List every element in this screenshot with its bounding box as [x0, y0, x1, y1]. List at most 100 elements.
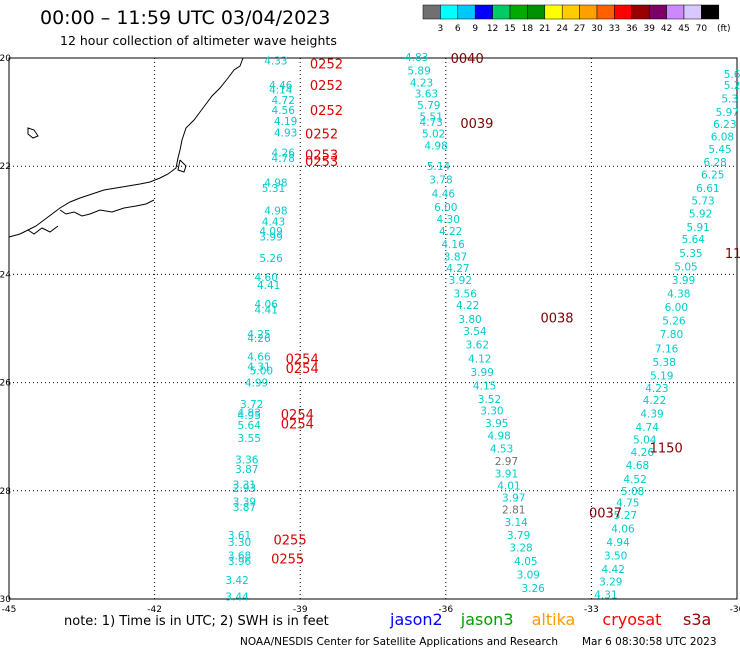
wave-height-data: 4.334.464.144.724.564.194.934.264.784.98… — [225, 52, 740, 603]
pass-time-label: 0252 — [310, 57, 343, 72]
wave-height-value: 4.31 — [594, 590, 617, 602]
pass-time-label: 0254 — [286, 352, 319, 367]
wave-height-value: 4.12 — [468, 353, 491, 365]
pass-time-label: 0039 — [460, 117, 493, 132]
wave-height-value: 4.26 — [272, 148, 296, 160]
wave-height-value: 4.98 — [487, 431, 510, 443]
scale-swatch — [683, 4, 702, 20]
footer-credit: NOAA/NESDIS Center for Satellite Applica… — [240, 636, 558, 648]
wave-height-value: 4.33 — [264, 56, 287, 68]
pass-time-label: 0254 — [281, 418, 314, 433]
wave-height-value: 4.46 — [432, 188, 456, 200]
pass-time-label: 0040 — [451, 52, 484, 67]
wave-height-value: 4.99 — [245, 378, 268, 390]
wave-height-value: 2.93 — [233, 483, 256, 495]
wave-height-value: 4.95 — [238, 410, 261, 422]
wave-height-value: 5.2 — [724, 80, 740, 92]
wave-height-value: 4.38 — [667, 288, 690, 300]
scale-swatch — [422, 4, 441, 20]
wave-height-value: 4.73 — [420, 117, 443, 129]
wave-height-value: 4.52 — [623, 474, 646, 486]
wave-height-value: 5.89 — [407, 65, 430, 77]
scale-swatch — [596, 4, 615, 20]
wave-height-value: 3.30 — [228, 537, 251, 549]
scale-swatch — [457, 4, 476, 20]
wave-height-value: 5.27 — [614, 510, 637, 522]
scale-label: 12 — [487, 24, 498, 34]
wave-height-value: 4.66 — [247, 352, 271, 364]
y-tick-label: -28 — [0, 487, 11, 497]
pass-time-label: 0255 — [274, 533, 307, 548]
pass-time-label: 0038 — [540, 312, 573, 327]
wave-height-value: 5.91 — [686, 222, 709, 234]
wave-height-value: 5.31 — [262, 183, 285, 195]
wave-height-value: 4.06 — [255, 299, 279, 311]
wave-height-value: 4.75 — [616, 498, 639, 510]
wave-height-value: 4.68 — [626, 460, 649, 472]
footer-note: note: 1) Time is in UTC; 2) SWH is in fe… — [64, 614, 329, 629]
scale-swatch — [579, 4, 598, 20]
footer-generated: Mar 6 08:30:58 UTC 2023 — [582, 636, 717, 648]
scale-swatch — [666, 4, 685, 20]
wave-height-value: 6.28 — [703, 157, 726, 169]
scale-swatch — [561, 4, 580, 20]
wave-height-value: 4.23 — [410, 77, 433, 89]
wave-height-value: 5.97 — [716, 107, 739, 119]
wave-height-value: 7.16 — [655, 344, 679, 356]
wave-height-value: 3.99 — [672, 275, 695, 287]
scale-swatch — [474, 4, 493, 20]
wave-height-value: 5.38 — [653, 357, 676, 369]
grid-lines — [9, 58, 737, 599]
wave-height-value: 4.22 — [643, 395, 666, 407]
wave-height-value: 5.79 — [417, 100, 440, 112]
wave-height-value: 3.26 — [521, 583, 545, 595]
wave-height-value: 3.54 — [463, 326, 487, 338]
coastline-detail — [27, 159, 187, 235]
island — [27, 127, 39, 139]
wave-height-value: 5.51 — [420, 111, 443, 123]
satellite-label: altika — [532, 610, 576, 629]
wave-height-value: 4.98 — [264, 206, 287, 218]
wave-height-value: 6.00 — [665, 302, 688, 314]
scale-swatch — [631, 4, 650, 20]
wave-height-value: 4.23 — [645, 383, 668, 395]
wave-height-value: 4.78 — [272, 153, 295, 165]
scale-label: 70 — [696, 24, 708, 34]
wave-height-value: 3.96 — [228, 556, 252, 568]
wave-height-value: 5.26 — [662, 315, 686, 327]
scale-label: 6 — [455, 24, 461, 34]
wave-height-value: 5.08 — [621, 486, 644, 498]
satellite-label: s3a — [683, 610, 711, 629]
scale-swatch — [648, 4, 667, 20]
scale-swatch — [440, 4, 459, 20]
color-scale-legend: 3 6 9 12 15 18 21 24 27 30 33 36 39 42 45 70 — [422, 4, 720, 34]
wave-height-value: 6.25 — [701, 169, 724, 181]
scale-swatch — [509, 4, 528, 20]
wave-height-value: 4.06 — [611, 524, 635, 536]
scale-swatch — [492, 4, 511, 20]
wave-height-value: 3.55 — [238, 433, 261, 445]
wave-height-value: 5.35 — [679, 248, 702, 260]
x-axis-ticks: -45 -42 -39 -36 -33 -30 — [2, 605, 740, 615]
pass-time-label: 0252 — [310, 79, 343, 94]
wave-height-value: 3.72 — [240, 399, 263, 411]
wave-height-value: 3.68 — [228, 551, 251, 563]
wave-height-value: 4.41 — [255, 305, 278, 317]
scale-label: 39 — [643, 24, 655, 34]
wave-height-value: 4.83 — [405, 52, 428, 64]
wave-height-value: 4.72 — [272, 95, 295, 107]
wave-height-value: 4.31 — [247, 361, 270, 373]
wave-height-value: 3.78 — [429, 175, 452, 187]
wave-height-value: 3.87 — [235, 464, 258, 476]
coastline — [8, 57, 244, 238]
wave-height-value: 3.36 — [235, 454, 259, 466]
x-tick-label: -33 — [584, 605, 599, 615]
wave-height-value: 5.6 — [724, 69, 740, 81]
wave-height-value: 6.61 — [696, 183, 719, 195]
wave-height-value: 4.39 — [640, 408, 663, 420]
wave-height-value: 5.19 — [650, 371, 673, 383]
wave-height-value: 5.00 — [250, 366, 273, 378]
wave-height-value: 3.14 — [504, 517, 528, 529]
pass-time-label: 0253 — [305, 148, 338, 163]
wave-height-value: 2.81 — [502, 505, 525, 517]
